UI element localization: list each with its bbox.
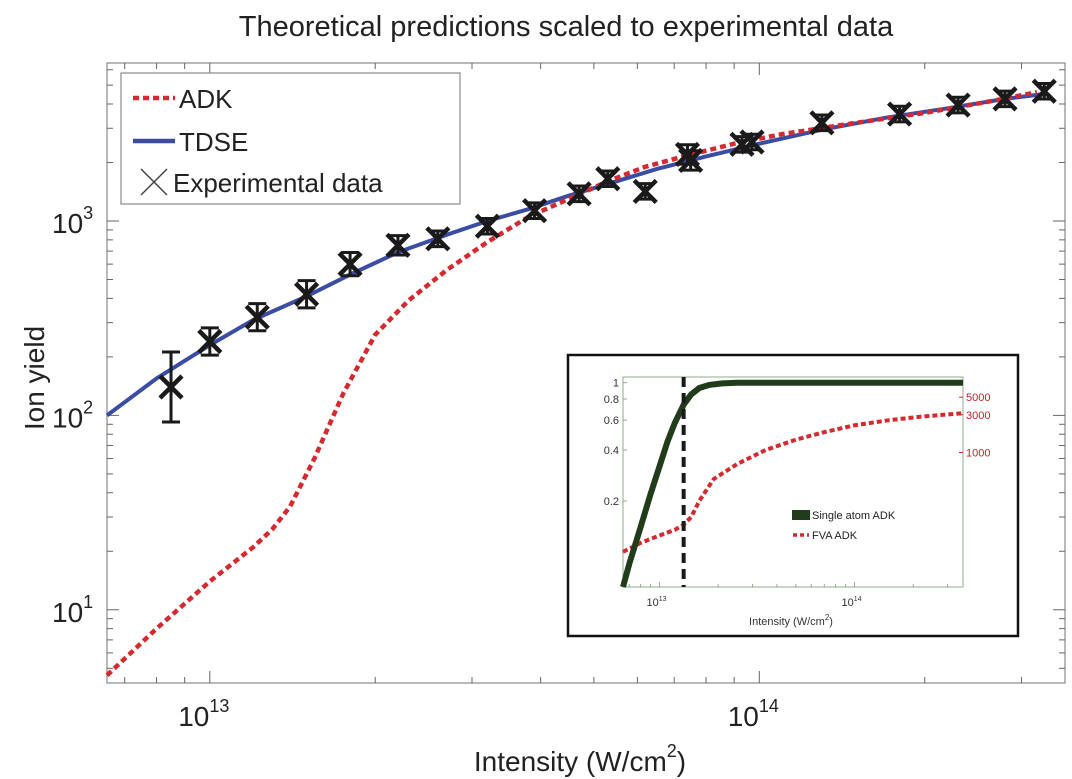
- legend-adk-label: ADK: [179, 84, 233, 114]
- experimental-marker: [739, 129, 765, 155]
- experimental-marker: [522, 198, 548, 224]
- inset-right-tick-label: 1000: [966, 448, 990, 460]
- experimental-point: [293, 279, 320, 310]
- experimental-point: [522, 198, 548, 224]
- experimental-point: [425, 226, 451, 252]
- experimental-marker: [293, 281, 320, 307]
- experimental-marker: [244, 304, 270, 330]
- experimental-marker: [595, 166, 621, 192]
- adk-line: [105, 89, 1038, 677]
- x-axis-label: Intensity (W/cm2): [474, 741, 686, 777]
- inset-plot-area: [622, 376, 964, 588]
- inset-left-tick-label: 0.6: [604, 415, 619, 427]
- inset-axis-ticks: [623, 382, 963, 587]
- experimental-point: [337, 250, 363, 278]
- experimental-marker: [474, 213, 500, 239]
- experimental-marker: [197, 328, 223, 355]
- legend-box: [120, 72, 461, 205]
- inset-left-tick-label: 0.4: [604, 445, 619, 457]
- inset-x-tick-label: 1013: [646, 596, 666, 609]
- inset-single-atom-adk-line: [620, 379, 963, 588]
- experimental-point: [1031, 78, 1057, 104]
- inset-x-tick-label: 1014: [841, 596, 861, 609]
- experimental-point: [678, 147, 704, 174]
- experimental-marker: [1031, 78, 1057, 104]
- experimental-marker: [945, 92, 971, 118]
- inset-legend-fva-label: FVA ADK: [812, 530, 858, 542]
- inset-left-tick-label: 0.2: [604, 496, 619, 508]
- experimental-marker: [158, 374, 184, 400]
- experimental-point: [158, 350, 184, 424]
- experimental-marker: [632, 178, 658, 205]
- inset-left-tick-label: 1: [613, 378, 619, 390]
- x-tick-label: 1014: [728, 696, 779, 732]
- inset-fva-adk-line: [622, 411, 964, 554]
- main-tick-labels: 1013 1014 101 102 103: [52, 203, 779, 732]
- y-axis-label: Ion yield: [19, 326, 50, 430]
- inset-x-axis-label: Intensity (W/cm2): [749, 613, 833, 628]
- legend: ADK TDSE Experimental data: [120, 72, 461, 205]
- inset-right-tick-label: 5000: [966, 392, 990, 404]
- experimental-marker: [886, 101, 913, 127]
- inset-left-tick-label: 0.8: [604, 394, 619, 406]
- experimental-marker: [809, 110, 835, 136]
- main-series-group: [105, 78, 1057, 677]
- inset-legend-single-atom-swatch: [792, 510, 810, 520]
- experimental-marker: [425, 226, 451, 252]
- experimental-point: [197, 326, 223, 357]
- experimental-marker: [678, 147, 704, 174]
- experimental-marker: [566, 181, 592, 207]
- inset-chart: 1013 1014 0.2 0.4 0.6 0.8 1 1000 3000 5000 Intens…: [566, 353, 1020, 638]
- inset-legend: Single atom ADK FVA ADK: [792, 510, 896, 542]
- tdse-line: [105, 92, 1045, 418]
- chart-title: Theoretical predictions scaled to experi…: [239, 11, 894, 43]
- inset-legend-single-atom-label: Single atom ADK: [812, 510, 896, 522]
- experimental-point: [886, 101, 913, 127]
- experimental-point: [244, 302, 270, 333]
- experimental-point: [739, 129, 765, 155]
- experimental-marker: [992, 86, 1018, 112]
- y-tick-label: 103: [52, 203, 93, 239]
- legend-experimental-label: Experimental data: [173, 168, 383, 198]
- experimental-point: [992, 86, 1018, 112]
- experimental-point: [595, 166, 621, 192]
- experimental-point: [809, 110, 835, 136]
- legend-experimental-swatch: [140, 168, 168, 196]
- experimental-marker: [337, 251, 363, 277]
- y-tick-label: 102: [52, 397, 93, 433]
- experimental-point: [632, 178, 658, 205]
- experimental-point: [385, 232, 411, 258]
- y-tick-label: 101: [52, 592, 93, 628]
- experimental-point: [945, 92, 971, 118]
- inset-series-group: [620, 377, 964, 588]
- legend-tdse-label: TDSE: [179, 127, 248, 157]
- inset-tick-labels: 1013 1014 0.2 0.4 0.6 0.8 1 1000 3000 5000: [604, 378, 991, 609]
- inset-right-tick-label: 3000: [966, 410, 990, 422]
- x-tick-label: 1013: [178, 696, 229, 732]
- main-axis-ticks: [107, 63, 1065, 683]
- experimental-point: [566, 181, 592, 207]
- experimental-marker: [385, 232, 411, 258]
- experimental-point: [474, 213, 500, 239]
